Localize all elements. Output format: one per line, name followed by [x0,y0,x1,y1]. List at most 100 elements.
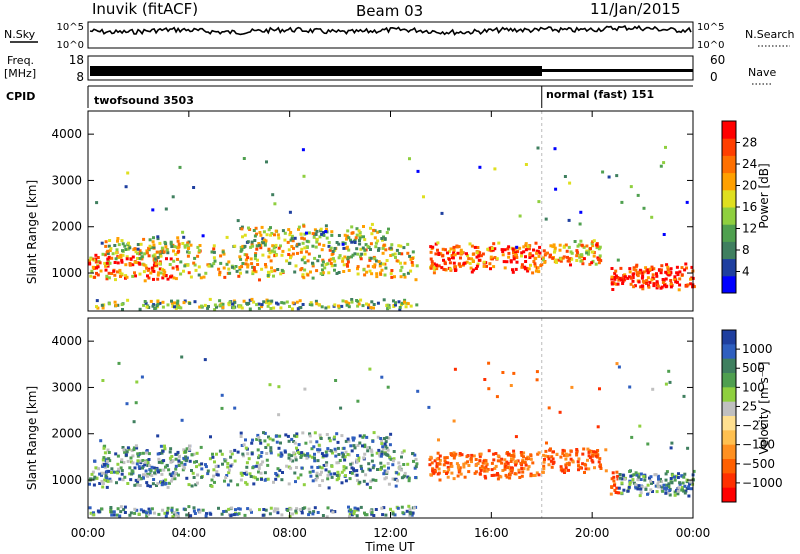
scatter-cell [133,507,137,511]
scatter-cell [126,482,130,485]
scatter-cell [140,375,144,379]
scatter-cell [496,473,499,477]
power-colorbar-swatch-3 [722,224,736,242]
scatter-cell [283,238,287,242]
scatter-cell [289,466,293,470]
scatter-cell [120,303,124,306]
scatter-cell [631,478,635,482]
scatter-cell [403,261,407,265]
scatter-cell [483,466,487,470]
scatter-cell [290,437,294,441]
scatter-cell [665,284,669,288]
scatter-cell [401,511,405,515]
scatter-cell [142,263,146,267]
scatter-cell [446,465,450,469]
scatter-cell [245,301,249,305]
scatter-cell [231,302,234,306]
noise-series-line [89,24,692,36]
scatter-cell [540,263,544,266]
scatter-cell [353,252,357,256]
scatter-cell [328,248,332,252]
scatter-cell [329,261,333,265]
scatter-cell [656,284,660,288]
scatter-cell [542,249,546,253]
scatter-cell [168,263,172,266]
scatter-cell [267,255,271,259]
scatter-cell [689,487,693,491]
scatter-cell [389,254,393,257]
scatter-cell [303,387,307,391]
scatter-cell [312,510,316,514]
scatter-cell [333,263,337,267]
power-colorbar-swatch-5 [722,189,736,208]
scatter-cell [686,486,690,490]
scatter-cell [382,235,385,239]
scatter-cell [325,515,329,519]
scatter-cell [594,450,598,454]
scatter-cell [112,510,116,514]
scatter-cell [318,235,322,239]
scatter-cell [474,458,478,461]
scatter-cell [470,270,474,274]
scatter-cell [156,277,160,281]
scatter-cell [370,272,374,276]
scatter-cell [99,439,103,443]
scatter-cell [414,476,418,479]
scatter-cell [125,275,129,279]
scatter-cell [587,467,591,471]
scatter-cell [451,256,455,260]
scatter-cell [277,246,281,250]
scatter-cell [637,484,641,488]
scatter-cell [321,271,325,275]
scatter-cell [545,441,548,445]
scatter-cell [456,465,460,469]
scatter-cell [614,282,618,286]
scatter-cell [234,508,237,512]
scatter-cell [370,450,374,454]
scatter-cell [335,432,339,436]
scatter-cell [664,478,668,482]
scatter-cell [587,250,590,254]
scatter-cell [131,454,135,458]
scatter-cell [359,247,363,251]
scatter-cell [294,480,297,484]
scatter-cell [597,247,601,251]
scatter-cell [239,478,243,482]
scatter-cell [145,481,149,485]
scatter-cell [271,193,275,197]
scatter-cell [285,259,289,263]
scatter-cell [395,248,399,252]
scatter-cell [243,244,247,248]
scatter-cell [95,299,99,303]
scatter-cell [252,300,256,304]
scatter-cell [498,459,502,463]
scatter-cell [514,253,518,257]
scatter-cell [126,171,130,175]
scatter-cell [489,248,493,252]
scatter-cell [436,451,440,455]
scatter-cell [154,257,158,261]
scatter-cell [104,474,108,478]
scatter-cell [245,461,249,465]
scatter-cell [346,260,350,264]
scatter-cell [139,459,143,463]
scatter-cell [434,242,438,246]
date-title: 11/Jan/2015 [590,0,681,18]
scatter-cell [685,200,689,204]
scatter-cell [374,508,378,511]
scatter-cell [305,239,309,243]
scatter-cell [673,275,677,279]
scatter-cell [349,509,353,513]
scatter-cell [134,250,138,254]
scatter-cell [507,251,511,255]
scatter-cell [638,271,642,275]
scatter-cell [272,306,276,310]
scatter-cell [659,268,663,272]
scatter-cell [555,452,559,456]
scatter-cell [161,305,165,309]
scatter-cell [501,253,505,257]
scatter-cell [429,250,433,254]
scatter-cell [110,272,114,275]
scatter-cell [105,485,109,489]
scatter-cell [268,251,272,255]
